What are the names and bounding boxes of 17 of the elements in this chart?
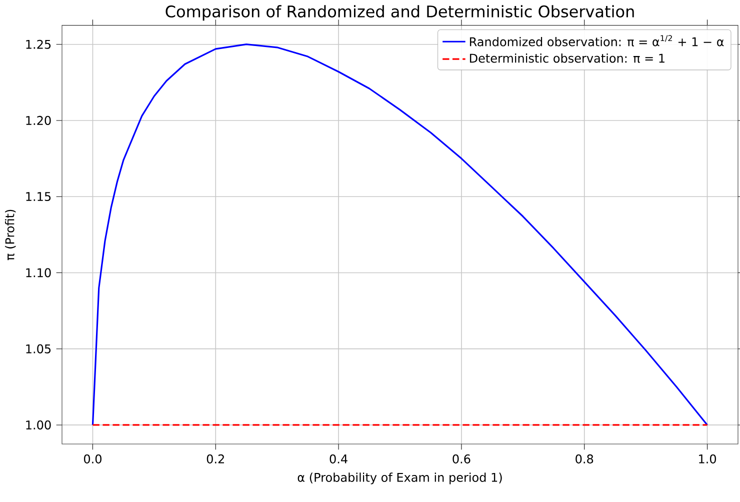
legend-label: Deterministic observation: π = 1 — [470, 53, 664, 63]
x-tick-label: 0.2 — [206, 454, 224, 464]
x-tick-label: 0.6 — [452, 454, 470, 464]
x-axis-title: α (Probability of Exam in period 1) — [298, 472, 502, 484]
x-tick-label: 0.4 — [330, 454, 348, 464]
y-axis-title: π (Profit) — [5, 210, 16, 260]
chart-title: Comparison of Randomized and Deterministic Observation — [166, 5, 634, 21]
legend-label: Randomized observation: π = α$^{1/2}$ + 1 − α — [470, 35, 724, 46]
x-tick-label: 0.8 — [576, 454, 594, 464]
y-tick-label: 1.15 — [26, 192, 51, 202]
x-tick-label: 0.0 — [84, 454, 102, 464]
y-tick-label: 1.05 — [26, 344, 51, 354]
y-tick-label: 1.10 — [26, 268, 51, 278]
y-tick-label: 1.25 — [26, 40, 51, 49]
y-tick-label: 1.20 — [26, 116, 51, 126]
y-tick-label: 1.00 — [26, 420, 51, 430]
x-tick-label: 1.0 — [699, 454, 716, 464]
